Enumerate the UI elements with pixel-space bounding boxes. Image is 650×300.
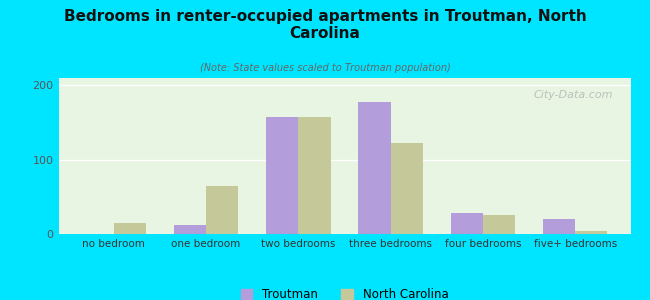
Bar xyxy=(543,219,575,234)
Bar xyxy=(450,213,483,234)
Bar xyxy=(358,102,391,234)
Bar xyxy=(298,117,331,234)
Bar xyxy=(266,117,298,234)
Bar xyxy=(483,215,515,234)
Text: Bedrooms in renter-occupied apartments in Troutman, North
Carolina: Bedrooms in renter-occupied apartments i… xyxy=(64,9,586,41)
Text: City-Data.com: City-Data.com xyxy=(534,91,614,100)
Bar xyxy=(575,231,608,234)
Bar xyxy=(391,143,423,234)
Bar xyxy=(174,225,206,234)
Bar xyxy=(114,223,146,234)
Bar xyxy=(206,186,239,234)
Legend: Troutman, North Carolina: Troutman, North Carolina xyxy=(236,284,453,300)
Text: (Note: State values scaled to Troutman population): (Note: State values scaled to Troutman p… xyxy=(200,63,450,73)
